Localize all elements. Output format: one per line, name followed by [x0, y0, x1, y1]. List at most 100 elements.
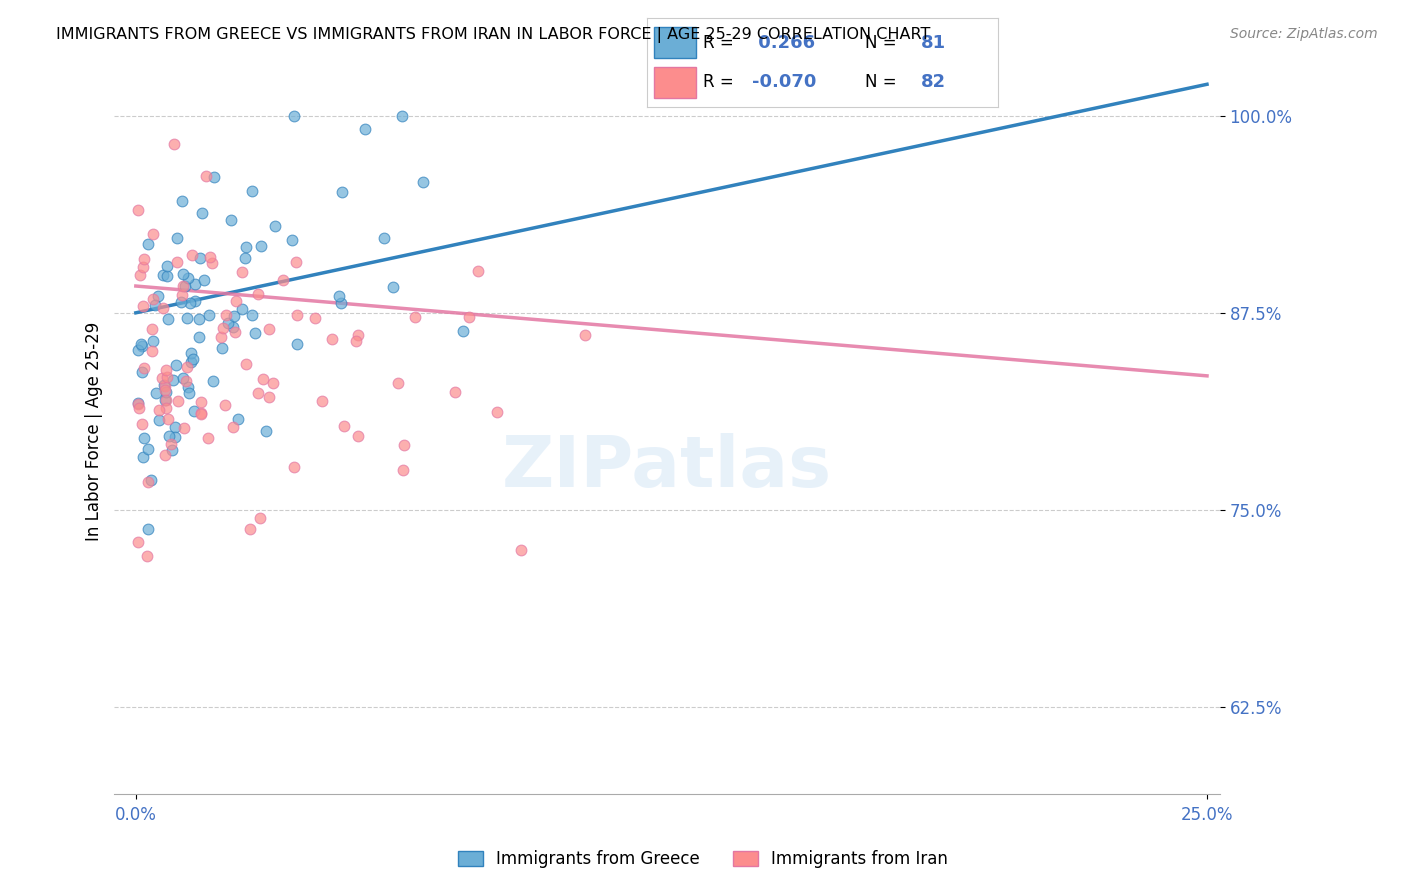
Immigrants from Iran [156, 412, 179, 426]
Immigrants from Iran [212, 321, 235, 335]
Immigrants from Iran [153, 383, 176, 397]
Immigrants from Greece [188, 329, 211, 343]
Immigrants from Iran [271, 273, 294, 287]
Immigrants from Greece [165, 358, 187, 372]
Immigrants from Greece [391, 109, 413, 123]
Immigrants from Iran [333, 419, 356, 434]
Immigrants from Greece [233, 251, 256, 265]
Immigrants from Greece [330, 296, 353, 310]
Immigrants from Iran [224, 325, 246, 339]
Text: 25.0%: 25.0% [1181, 806, 1233, 824]
Immigrants from Greece [191, 206, 214, 220]
Immigrants from Greece [177, 270, 200, 285]
Immigrants from Greece [141, 473, 163, 487]
Immigrants from Greece [204, 170, 226, 185]
Immigrants from Greece [184, 277, 207, 291]
Immigrants from Iran [142, 292, 165, 306]
Immigrants from Iran [155, 363, 177, 377]
Immigrants from Iran [231, 265, 253, 279]
Immigrants from Greece [217, 316, 239, 330]
Immigrants from Iran [172, 279, 194, 293]
Immigrants from Iran [510, 543, 533, 558]
Immigrants from Iran [239, 522, 262, 536]
Immigrants from Iran [127, 202, 149, 217]
Immigrants from Iran [346, 327, 368, 342]
Legend: Immigrants from Greece, Immigrants from Iran: Immigrants from Greece, Immigrants from … [451, 844, 955, 875]
Immigrants from Greece [243, 326, 266, 340]
Immigrants from Iran [136, 475, 159, 489]
Immigrants from Iran [486, 405, 509, 419]
Immigrants from Greece [179, 296, 201, 310]
Immigrants from Greece [166, 230, 188, 244]
Immigrants from Greece [172, 371, 194, 385]
Immigrants from Iran [174, 374, 197, 388]
Immigrants from Iran [156, 370, 179, 384]
Immigrants from Iran [170, 288, 193, 302]
Immigrants from Greece [197, 308, 219, 322]
Immigrants from Greece [287, 337, 309, 351]
Immigrants from Iran [284, 255, 307, 269]
Immigrants from Greece [330, 185, 353, 199]
Immigrants from Iran [163, 137, 186, 152]
Immigrants from Iran [190, 394, 212, 409]
Immigrants from Iran [155, 393, 177, 408]
Immigrants from Greece [179, 386, 201, 401]
Y-axis label: In Labor Force | Age 25-29: In Labor Force | Age 25-29 [86, 321, 103, 541]
Immigrants from Iran [467, 264, 489, 278]
Immigrants from Iran [134, 361, 156, 376]
Immigrants from Greece [354, 122, 377, 136]
Immigrants from Iran [141, 322, 163, 336]
Immigrants from Greece [180, 345, 202, 359]
Text: ZIPatlas: ZIPatlas [502, 433, 832, 502]
Text: N =: N = [865, 34, 901, 52]
Immigrants from Greece [281, 233, 304, 247]
Immigrants from Greece [381, 280, 404, 294]
Immigrants from Greece [264, 219, 287, 233]
Immigrants from Greece [134, 431, 156, 445]
Immigrants from Greece [451, 324, 474, 338]
Immigrants from Greece [156, 268, 179, 283]
Immigrants from Greece [224, 309, 246, 323]
Immigrants from Iran [252, 372, 274, 386]
Text: IMMIGRANTS FROM GREECE VS IMMIGRANTS FROM IRAN IN LABOR FORCE | AGE 25-29 CORREL: IMMIGRANTS FROM GREECE VS IMMIGRANTS FRO… [56, 27, 931, 43]
Text: N =: N = [865, 73, 901, 91]
Text: 0.0%: 0.0% [115, 806, 157, 824]
Immigrants from Iran [285, 308, 308, 322]
Immigrants from Iran [190, 405, 212, 419]
Immigrants from Iran [387, 376, 409, 390]
Immigrants from Greece [180, 355, 202, 369]
Text: 81: 81 [921, 34, 946, 52]
Immigrants from Greece [157, 311, 180, 326]
Immigrants from Greece [172, 267, 194, 281]
Text: R =: R = [703, 34, 740, 52]
Immigrants from Iran [194, 169, 217, 183]
Immigrants from Iran [167, 393, 190, 408]
Immigrants from Iran [246, 287, 269, 301]
Immigrants from Iran [150, 371, 173, 385]
Immigrants from Iran [155, 401, 177, 416]
Immigrants from Iran [257, 390, 280, 404]
Immigrants from Greece [142, 334, 165, 348]
Immigrants from Greece [148, 413, 170, 427]
Immigrants from Greece [170, 294, 193, 309]
Immigrants from Greece [184, 294, 207, 309]
Immigrants from Iran [153, 379, 176, 393]
Immigrants from Iran [214, 399, 236, 413]
Immigrants from Iran [394, 437, 416, 451]
Immigrants from Greece [155, 384, 177, 399]
Immigrants from Iran [347, 429, 370, 443]
Immigrants from Greece [127, 395, 149, 409]
Immigrants from Iran [173, 420, 195, 434]
Text: R =: R = [703, 73, 740, 91]
Immigrants from Iran [392, 463, 415, 477]
Immigrants from Iran [131, 417, 153, 431]
Immigrants from Iran [304, 310, 326, 325]
Immigrants from Greece [127, 343, 149, 357]
Text: Source: ZipAtlas.com: Source: ZipAtlas.com [1230, 27, 1378, 41]
Immigrants from Iran [190, 407, 212, 421]
Immigrants from Greece [222, 319, 245, 334]
Immigrants from Greece [176, 310, 198, 325]
Text: -0.070: -0.070 [752, 73, 817, 91]
Immigrants from Greece [254, 425, 277, 439]
Immigrants from Iran [404, 310, 426, 324]
